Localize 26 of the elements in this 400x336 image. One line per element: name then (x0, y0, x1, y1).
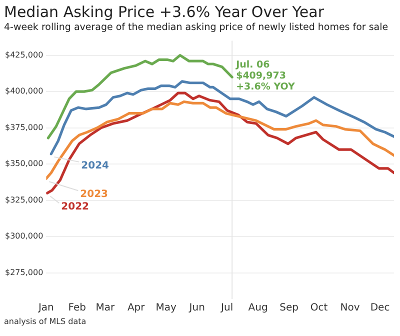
x-tick-label: May (156, 302, 177, 314)
annotation: Jul. 06 $409,973 +3.6% YOY (235, 60, 295, 93)
text: 2024 (81, 160, 110, 172)
x-tick-label: Sep (280, 302, 298, 314)
y-tick-label: $325,000 (5, 195, 44, 204)
x-tick-label: Dec (370, 302, 390, 314)
chart-subtitle: 4-week rolling average of the median asking price of newly listed homes for sale (3, 21, 390, 33)
y-tick-label: $400,000 (5, 86, 44, 96)
y-tick-label: $375,000 (5, 122, 44, 132)
x-tick-label: Jun (188, 302, 205, 314)
x-tick-label: Jan (37, 302, 54, 314)
x-tick-label: Oct (310, 302, 328, 314)
y-tick-label: $275,000 (5, 268, 44, 277)
series-label: 2022 (61, 202, 90, 213)
chart-title: Median Asking Price +3.6% Year Over Year (3, 2, 325, 21)
y-tick-label: $425,000 (5, 50, 44, 60)
x-tick-label: Aug (248, 302, 268, 314)
x-tick-label: Apr (127, 302, 146, 314)
x-tick-label: Nov (340, 302, 360, 314)
text: 2023 (80, 189, 108, 200)
y-tick-label: $350,000 (5, 159, 44, 168)
x-tick-label: Mar (96, 302, 116, 314)
x-tick-label: Jul (220, 302, 234, 314)
text: analysis of MLS data (3, 317, 88, 326)
x-tick-label: Feb (68, 302, 86, 314)
y-tick-label: $300,000 (5, 232, 44, 241)
